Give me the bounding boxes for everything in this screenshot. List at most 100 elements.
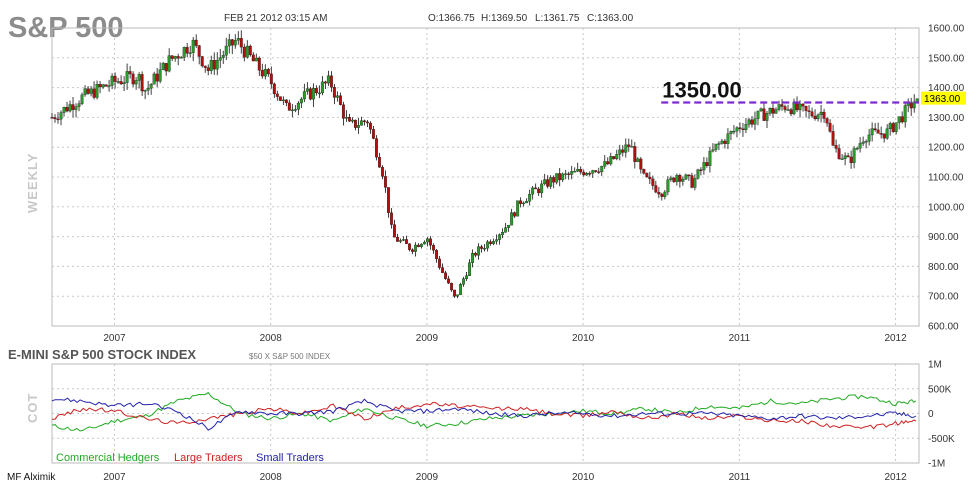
price-candle-body xyxy=(837,148,841,159)
price-candle-body xyxy=(480,246,484,249)
price-candle-body xyxy=(414,244,417,252)
price-candle-body xyxy=(359,120,363,126)
price-candle-body xyxy=(143,90,147,92)
price-candle-body xyxy=(432,245,435,251)
price-candle-body xyxy=(768,107,772,114)
price-candle-body xyxy=(744,124,748,131)
price-candle-body xyxy=(573,171,577,173)
price-candle-body xyxy=(519,200,523,204)
price-candle-body xyxy=(909,102,913,109)
price-candle-body xyxy=(858,143,862,149)
price-candle-body xyxy=(855,148,859,150)
price-candle-body xyxy=(450,282,454,291)
price-candle-body xyxy=(161,63,165,70)
price-candle-body xyxy=(215,60,219,70)
price-candle-body xyxy=(729,131,733,134)
price-tick-label: 800.00 xyxy=(928,262,959,273)
cot-line-commercial-hedgers xyxy=(51,391,917,432)
price-tick-label: 1000.00 xyxy=(928,202,965,213)
price-candle-body xyxy=(831,131,835,146)
price-candle-body xyxy=(618,149,622,155)
price-candle-body xyxy=(612,156,616,160)
price-candle-body xyxy=(546,179,550,187)
price-candle-body xyxy=(606,161,610,165)
price-tick-label: 700.00 xyxy=(928,292,959,303)
price-candle-body xyxy=(131,73,135,85)
price-candle-body xyxy=(188,52,192,54)
price-candle-body xyxy=(338,95,342,105)
price-candle-body xyxy=(245,45,249,58)
price-candle-body xyxy=(344,117,348,119)
price-candle-body xyxy=(257,57,261,71)
price-candle-body xyxy=(579,169,583,173)
price-candle-body xyxy=(528,193,532,202)
price-candle-body xyxy=(128,71,132,75)
price-candles xyxy=(50,30,919,299)
price-candle-body xyxy=(426,238,429,243)
price-candle-body xyxy=(308,88,312,100)
price-candle-body xyxy=(600,166,604,173)
price-candle-body xyxy=(534,187,538,190)
price-candle-body xyxy=(816,114,820,120)
price-candle-body xyxy=(663,191,667,197)
year-tick-label: 2012 xyxy=(884,472,907,483)
price-candle-body xyxy=(107,85,111,87)
price-candle-body xyxy=(798,103,802,111)
price-candle-body xyxy=(810,111,814,117)
price-candle-body xyxy=(164,63,168,72)
price-candle-body xyxy=(365,121,369,124)
price-candle-body xyxy=(212,60,216,70)
price-candle-body xyxy=(750,119,754,125)
price-candle-body xyxy=(137,74,141,81)
price-candle-body xyxy=(870,128,874,136)
price-candle-body xyxy=(420,243,423,247)
price-candle-body xyxy=(624,144,628,153)
price-candle-body xyxy=(167,55,171,72)
price-candle-body xyxy=(765,113,769,121)
price-candle-body xyxy=(122,82,126,85)
price-tick-label: 1600.00 xyxy=(928,24,965,35)
price-candle-body xyxy=(561,173,565,181)
price-candle-body xyxy=(438,258,441,268)
price-candle-body xyxy=(248,45,252,56)
price-candle-body xyxy=(801,103,805,107)
price-grid xyxy=(52,27,919,327)
price-candle-body xyxy=(362,120,366,123)
price-candle-body xyxy=(405,239,408,244)
price-candle-body xyxy=(146,88,150,91)
price-candle-body xyxy=(783,106,787,110)
price-candle-body xyxy=(627,144,631,147)
legend-large-traders: Large Traders xyxy=(174,452,243,464)
price-candle-body xyxy=(873,128,877,131)
price-candle-body xyxy=(92,88,96,98)
price-candle-body xyxy=(293,109,297,111)
year-tick-label: 2007 xyxy=(103,333,126,344)
price-candle-body xyxy=(158,69,162,82)
price-candle-body xyxy=(543,179,547,185)
price-candle-body xyxy=(699,169,703,171)
price-candle-body xyxy=(669,177,673,180)
price-candle-body xyxy=(56,118,60,121)
price-candle-body xyxy=(690,175,694,188)
price-candle-body xyxy=(630,146,634,148)
price-candle-body xyxy=(732,130,736,133)
price-candle-body xyxy=(495,239,499,242)
price-candle-body xyxy=(185,47,189,54)
price-candle-body xyxy=(179,57,183,59)
price-candle-body xyxy=(609,156,613,165)
price-candle-body xyxy=(287,102,291,111)
price-candle-body xyxy=(125,71,129,83)
legend-commercial-hedgers: Commercial Hedgers xyxy=(56,452,160,464)
price-candle-body xyxy=(119,81,123,85)
price-candle-body xyxy=(675,175,679,182)
price-candle-body xyxy=(53,117,57,120)
year-tick-label: 2012 xyxy=(884,333,907,344)
price-candle-body xyxy=(693,178,697,188)
price-candle-body xyxy=(110,75,114,86)
price-candle-body xyxy=(200,56,204,67)
price-candle-body xyxy=(843,155,847,159)
year-tick-label: 2007 xyxy=(103,472,126,483)
price-candle-body xyxy=(182,47,186,58)
price-candle-body xyxy=(341,104,345,119)
